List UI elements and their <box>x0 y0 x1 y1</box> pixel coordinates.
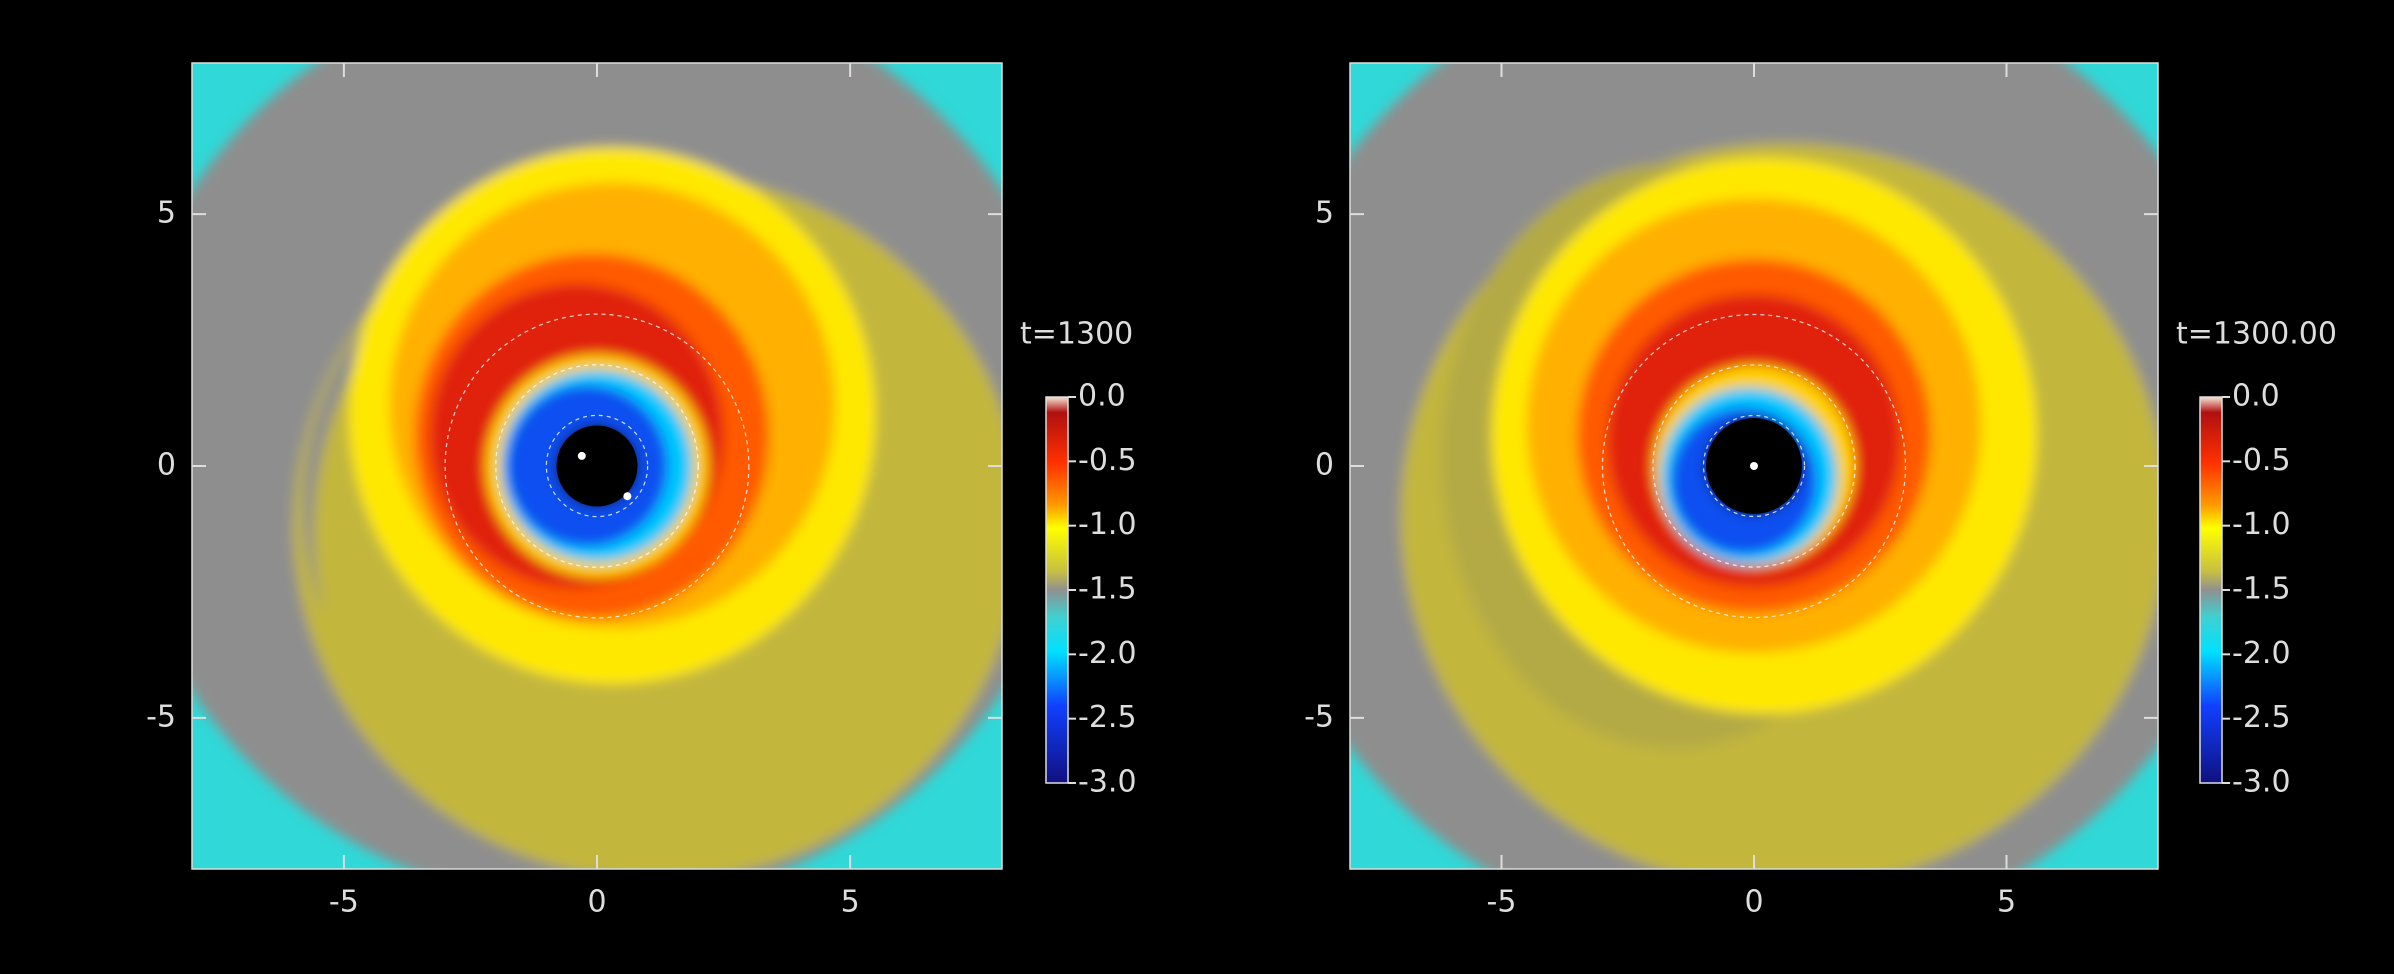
x-tick-label: 5 <box>841 885 860 920</box>
orbit <box>1652 364 1856 568</box>
panel: -5 0 5 -5 0 5 t=1300.00 0.0 -0.5 -1.0 -1.5 -2.0 -2.5… <box>1304 62 2337 920</box>
x-tick-label: -5 <box>1487 885 1517 920</box>
colorbar <box>1045 396 1069 784</box>
colorbar-tick-label: -1.0 <box>1078 507 1137 542</box>
density-field <box>1350 63 2158 869</box>
colorbar-tick-label: -1.5 <box>2232 572 2291 607</box>
colorbar-tick-label: -3.0 <box>2232 765 2291 800</box>
colorbar-tick-label: 0.0 <box>2232 379 2280 414</box>
y-tick-label: 0 <box>157 448 176 483</box>
density-field <box>192 63 1002 869</box>
orbit <box>444 313 750 619</box>
x-tick-label: 0 <box>587 885 606 920</box>
colorbar-tick-label: -1.5 <box>1078 572 1137 607</box>
y-tick-label: -5 <box>1304 699 1334 734</box>
orbit <box>1702 414 1806 518</box>
center <box>556 425 638 507</box>
colorbar-tick-label: -2.0 <box>2232 636 2291 671</box>
panel-title: t=1300 <box>1020 317 1133 352</box>
colorbar-tick-label: -2.0 <box>1078 636 1137 671</box>
colorbar-tick-label: -1.0 <box>2232 507 2291 542</box>
colorbar-tick-label: 0.0 <box>1078 379 1126 414</box>
colorbar-tick-label: -0.5 <box>1078 443 1137 478</box>
colorbar-tick-label: -0.5 <box>2232 443 2291 478</box>
x-tick-label: 5 <box>1997 885 2016 920</box>
colorbar <box>2199 396 2223 784</box>
panel-title: t=1300.00 <box>2176 317 2337 352</box>
orbit <box>1601 313 1907 619</box>
orbit <box>545 414 649 518</box>
y-tick-label: 5 <box>157 196 176 231</box>
panel: -5 0 5 -5 0 5 t=1300 0.0 -0.5 -1.0 -1.5 -2.0 -2.5 -3.… <box>146 62 1137 920</box>
colorbar-tick-label: -2.5 <box>2232 700 2291 735</box>
x-tick-label: 0 <box>1744 885 1763 920</box>
x-tick-label: -5 <box>329 885 359 920</box>
body <box>1750 462 1758 470</box>
colorbar-tick-label: -3.0 <box>1078 765 1137 800</box>
colorbar-tick-label: -2.5 <box>1078 700 1137 735</box>
orbit <box>495 364 699 568</box>
body <box>623 492 632 501</box>
y-tick-label: -5 <box>146 699 176 734</box>
y-tick-label: 5 <box>1315 196 1334 231</box>
y-tick-label: 0 <box>1315 448 1334 483</box>
body <box>577 451 586 460</box>
